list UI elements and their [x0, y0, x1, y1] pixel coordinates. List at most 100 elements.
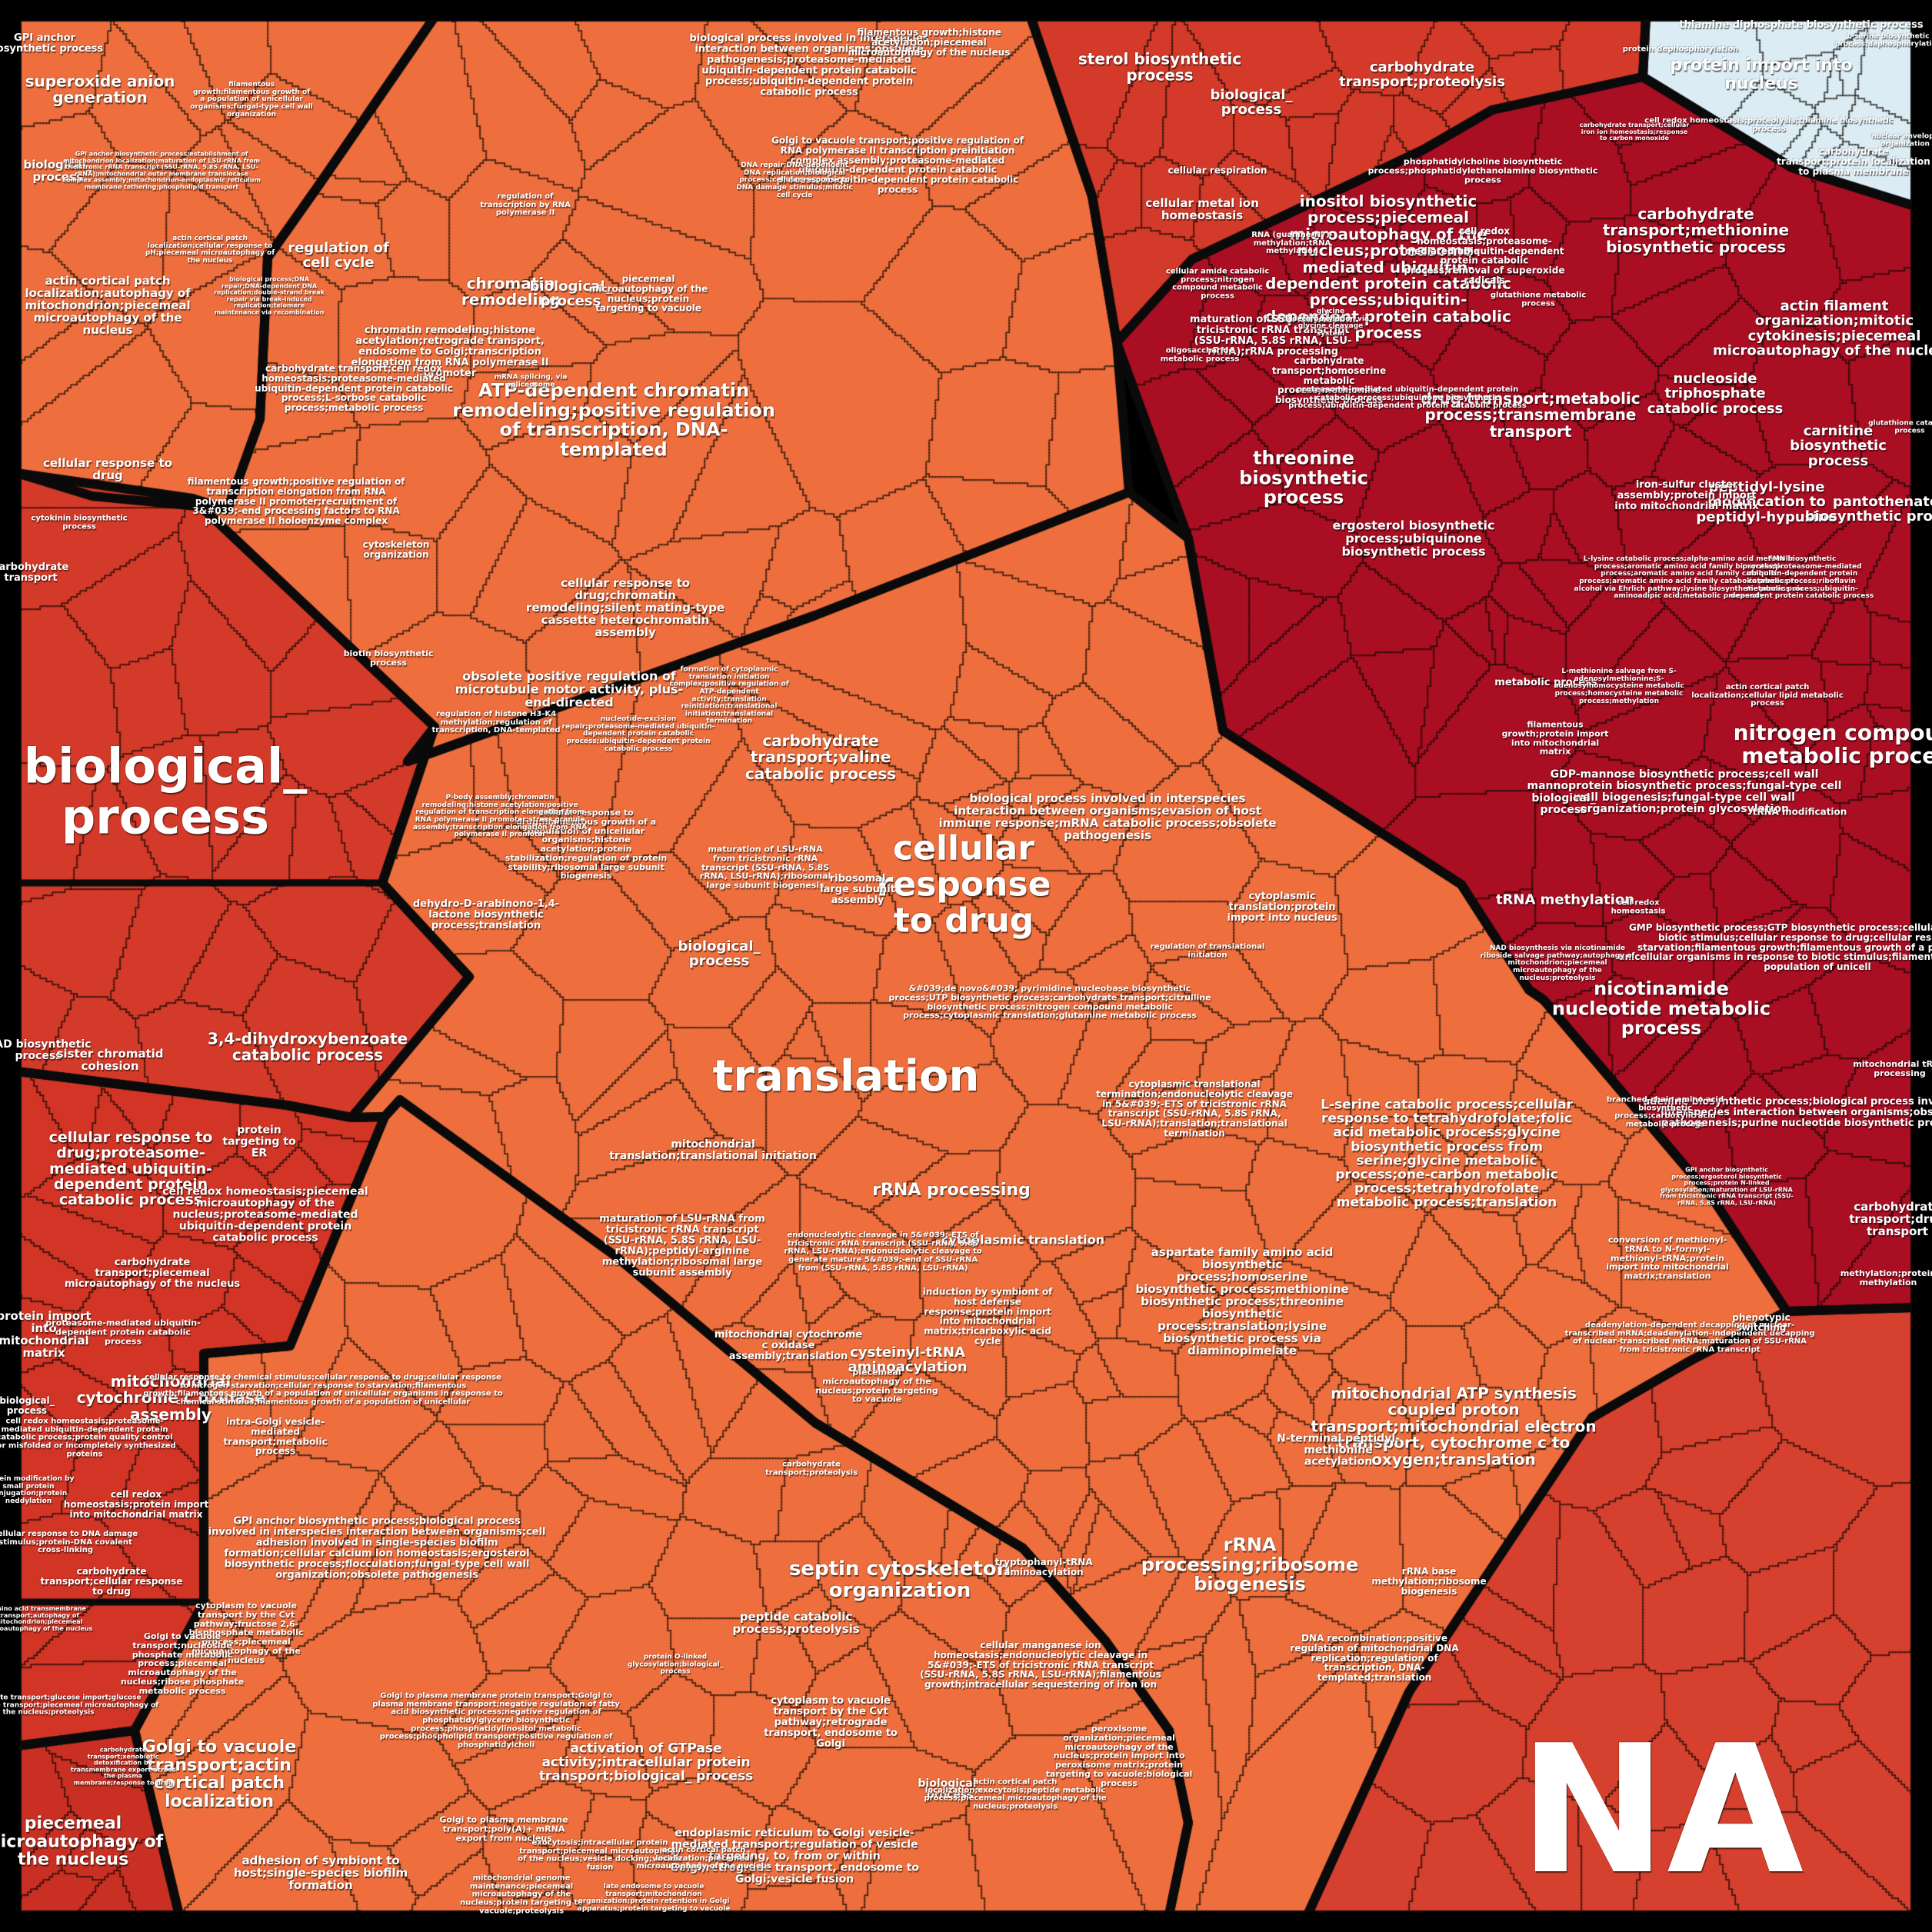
- cell-label[interactable]: regulation of cell cycle: [288, 239, 389, 271]
- cell-label[interactable]: carbohydrate transport;xenobiotic detoxi…: [70, 1746, 176, 1787]
- cell-label[interactable]: threonine biosynthetic process: [1239, 447, 1368, 508]
- cell-label[interactable]: GPI anchor biosynthetic process;establis…: [62, 150, 261, 191]
- cell-label[interactable]: translation: [712, 1051, 980, 1102]
- cell-label[interactable]: actin cortical patch localization;cellul…: [1691, 682, 1844, 708]
- cell-label[interactable]: DNA recombination;positive regulation of…: [1290, 1632, 1459, 1684]
- cell-label[interactable]: tryptophanyl-tRNA aminoacylation: [994, 1557, 1093, 1577]
- cell-label[interactable]: proteasome-mediated ubiquitin-dependent …: [1288, 385, 1527, 411]
- cell-label[interactable]: phosphatidylcholine biosynthetic process…: [1367, 156, 1598, 185]
- cell-label[interactable]: amino acid transmembrane transport;autop…: [0, 1604, 93, 1632]
- cell-label[interactable]: GPI anchor biosynthetic process;ergoster…: [1660, 1166, 1794, 1207]
- cell-label[interactable]: protein import into mitochondrial matrix: [0, 1308, 92, 1361]
- cell-label[interactable]: cytoplasm to vacuole transport by the Cv…: [764, 1695, 898, 1750]
- cell-label[interactable]: septin cytoskeleton organization: [788, 1557, 1011, 1602]
- cell-label[interactable]: iron-sulfur cluster assembly;protein imp…: [1614, 479, 1759, 512]
- cell-label[interactable]: carbohydrate transport;cell redox homeos…: [255, 362, 453, 414]
- cell-label[interactable]: L-methionine salvage from S-adenosylmeth…: [1554, 667, 1684, 705]
- cell-label[interactable]: rRNA processing;ribosome biogenesis: [1141, 1534, 1359, 1595]
- cell-label[interactable]: FMN biosynthetic process;proteasome-medi…: [1730, 555, 1874, 601]
- cell-label[interactable]: peroxisome organization;piecemeal microa…: [1045, 1723, 1193, 1788]
- cell-label[interactable]: branched-chain amino acid biosynthetic p…: [1606, 1095, 1724, 1129]
- cell-label[interactable]: nitrogen compound metabolic process: [1733, 720, 1932, 768]
- cell-label[interactable]: glutathione catabolic process: [1868, 419, 1932, 435]
- cell-label[interactable]: biological_ process: [0, 1395, 55, 1416]
- cell-label[interactable]: cellular response to chemical stimulus;c…: [143, 1373, 503, 1407]
- cell-label[interactable]: carnitine biosynthetic process: [1790, 423, 1887, 469]
- cell-label[interactable]: late endosome to vacuole transport;mitoc…: [577, 1882, 731, 1913]
- cell-label[interactable]: cellular amide catabolic process;nitroge…: [1165, 267, 1270, 301]
- cell-label[interactable]: cellular metal ion homeostasis: [1145, 195, 1259, 222]
- cell-label[interactable]: cellular respiration: [1168, 165, 1267, 176]
- cell-label[interactable]: cell redox homeostasis;protein import in…: [63, 1488, 209, 1520]
- cell-label[interactable]: mitochondrial cytochrome c oxidase assem…: [714, 1329, 863, 1362]
- cell-label[interactable]: nucleoside triphosphate catabolic proces…: [1647, 371, 1784, 417]
- cell-label[interactable]: carbohydrate transport;cellular iron ion…: [1579, 122, 1690, 142]
- cell-label[interactable]: rRNA processing: [872, 1181, 1031, 1201]
- cell-label[interactable]: carbohydrate transport;homoserine metabo…: [1271, 355, 1387, 406]
- cell-label[interactable]: NAD biosynthesis via nicotinamide ribosi…: [1480, 944, 1635, 982]
- cell-label[interactable]: activation of GTPase activity;intracellu…: [538, 1740, 754, 1785]
- cell-label[interactable]: cellular response to drug;chromatin remo…: [525, 575, 725, 640]
- cell-label[interactable]: mitochondrial cytochrome c oxidase assem…: [76, 1371, 265, 1424]
- cell-label[interactable]: methylation;protein methylation: [1840, 1268, 1932, 1287]
- cell-label[interactable]: cytoplasm to vacuole transport by the Cv…: [188, 1600, 304, 1665]
- cell-label[interactable]: biological process;DNA repair;DNA-depend…: [214, 275, 325, 316]
- cell-label[interactable]: peptidyl-lysine modification to peptidyl…: [1696, 479, 1837, 525]
- cell-label[interactable]: N-terminal peptidyl-methionine acetylati…: [1277, 1432, 1400, 1468]
- cell-label[interactable]: thiamine diphosphate biosynthetic proces…: [1679, 19, 1924, 32]
- cell-label[interactable]: cytoplasmic translation: [941, 1232, 1105, 1247]
- cell-label[interactable]: filamentous growth;protein import into m…: [1501, 719, 1609, 757]
- cell-label[interactable]: rRNA base methylation;ribosome biogenesi…: [1371, 1565, 1487, 1597]
- cell-label[interactable]: regulation of transcription by RNA polym…: [480, 192, 571, 218]
- cell-label[interactable]: obsolete positive regulation of microtub…: [455, 668, 684, 710]
- cell-label[interactable]: NA: [1518, 1707, 1804, 1914]
- cell-label[interactable]: actin cortical patch localization;autoph…: [25, 273, 191, 338]
- cell-label[interactable]: mitochondrial tRNA processing: [1853, 1059, 1932, 1078]
- cell-label[interactable]: actin cortical patch localization;piecem…: [636, 1845, 771, 1871]
- cell-label[interactable]: cytoskeleton organization: [362, 539, 430, 560]
- cell-label[interactable]: biological process involved in interspec…: [938, 791, 1277, 843]
- cell-label[interactable]: cellular manganese ion homeostasis;endon…: [920, 1639, 1161, 1690]
- cell-label[interactable]: proteasome-mediated ubiquitin-dependent …: [45, 1317, 201, 1346]
- cell-label[interactable]: sister chromatid cohesion: [56, 1046, 164, 1073]
- cell-label[interactable]: ergosterol biosynthetic process;ubiquino…: [1332, 518, 1495, 559]
- cell-label[interactable]: GPI anchor biosynthetic process: [0, 32, 103, 55]
- cell-label[interactable]: biological_ process: [23, 738, 308, 845]
- cell-label[interactable]: ribosomal large subunit assembly: [820, 873, 895, 906]
- cell-label[interactable]: dehydro-D-arabinono-1,4-lactone biosynth…: [412, 898, 560, 931]
- cell-label[interactable]: sterol biosynthetic process: [1078, 49, 1242, 85]
- cell-label[interactable]: cellular response to drug;filamentous gr…: [505, 807, 668, 881]
- cell-label[interactable]: adenine biosynthetic process;biological …: [1643, 1096, 1932, 1129]
- cell-label[interactable]: piecemeal microautophagy of the nucleus: [0, 1814, 164, 1870]
- cell-label[interactable]: carbohydrate transport: [0, 561, 69, 584]
- cell-label[interactable]: carbohydrate transport;methionine biosyn…: [1602, 204, 1790, 256]
- cell-label[interactable]: L-lysine catabolic process;alpha-amino a…: [1574, 555, 1804, 601]
- cell-label[interactable]: cellular response to drug: [43, 455, 172, 482]
- cell-label[interactable]: carbohydrate transport;drug transport: [1849, 1199, 1932, 1239]
- cell-label[interactable]: L-serine biosynthetic process;dephosphor…: [1834, 32, 1932, 48]
- cell-label[interactable]: biological_ process: [529, 278, 612, 309]
- cell-label[interactable]: cell redox homeostasis: [1611, 898, 1666, 915]
- cell-label[interactable]: maturation of SSU-rRNA from tricistronic…: [1190, 314, 1356, 358]
- cell-label[interactable]: maturation of LSU-rRNA from tricistronic…: [699, 844, 831, 891]
- cell-label[interactable]: cytoplasmic translational termination;en…: [1096, 1078, 1293, 1139]
- cell-label[interactable]: adhesion of symbiont to host;single-spec…: [233, 1853, 408, 1893]
- cell-label[interactable]: 3,4-dihydroxybenzoate catabolic process: [207, 1029, 408, 1064]
- cell-label[interactable]: carbohydrate transport;proteolysis: [1339, 58, 1505, 90]
- cell-label[interactable]: piecemeal microautophagy of the nucleus;…: [815, 1367, 938, 1404]
- cell-label[interactable]: regulation of translational initiation: [1150, 942, 1265, 959]
- cell-label[interactable]: Golgi to vacuole transport;positive regu…: [771, 135, 1024, 195]
- cell-label[interactable]: piecemeal microautophagy of the nucleus;…: [588, 273, 708, 314]
- cell-label[interactable]: actin cortical patch localization;exocyt…: [924, 1777, 1107, 1811]
- cell-label[interactable]: maturation of LSU-rRNA from tricistronic…: [599, 1213, 765, 1278]
- cell-label[interactable]: P-body assembly;chromatin remodeling;his…: [412, 794, 588, 839]
- cell-label[interactable]: drug transport;metabolic process;transme…: [1421, 388, 1641, 441]
- cell-label[interactable]: induction by symbiont of host defense re…: [922, 1286, 1053, 1347]
- cell-label[interactable]: mitochondrial translation;translational …: [609, 1138, 817, 1162]
- cell-label[interactable]: conversion of methionyl-tRNA to N-formyl…: [1606, 1234, 1729, 1281]
- cell-label[interactable]: protein modification by small protein co…: [0, 1474, 75, 1505]
- cell-label[interactable]: deadenylation-dependent decapping of nuc…: [1564, 1321, 1815, 1354]
- cell-label[interactable]: cellular response to drug: [876, 828, 1051, 941]
- cell-label[interactable]: superoxide anion generation: [25, 72, 175, 107]
- cell-label[interactable]: DNA repair;DNA-dependent DNA replication…: [736, 161, 853, 199]
